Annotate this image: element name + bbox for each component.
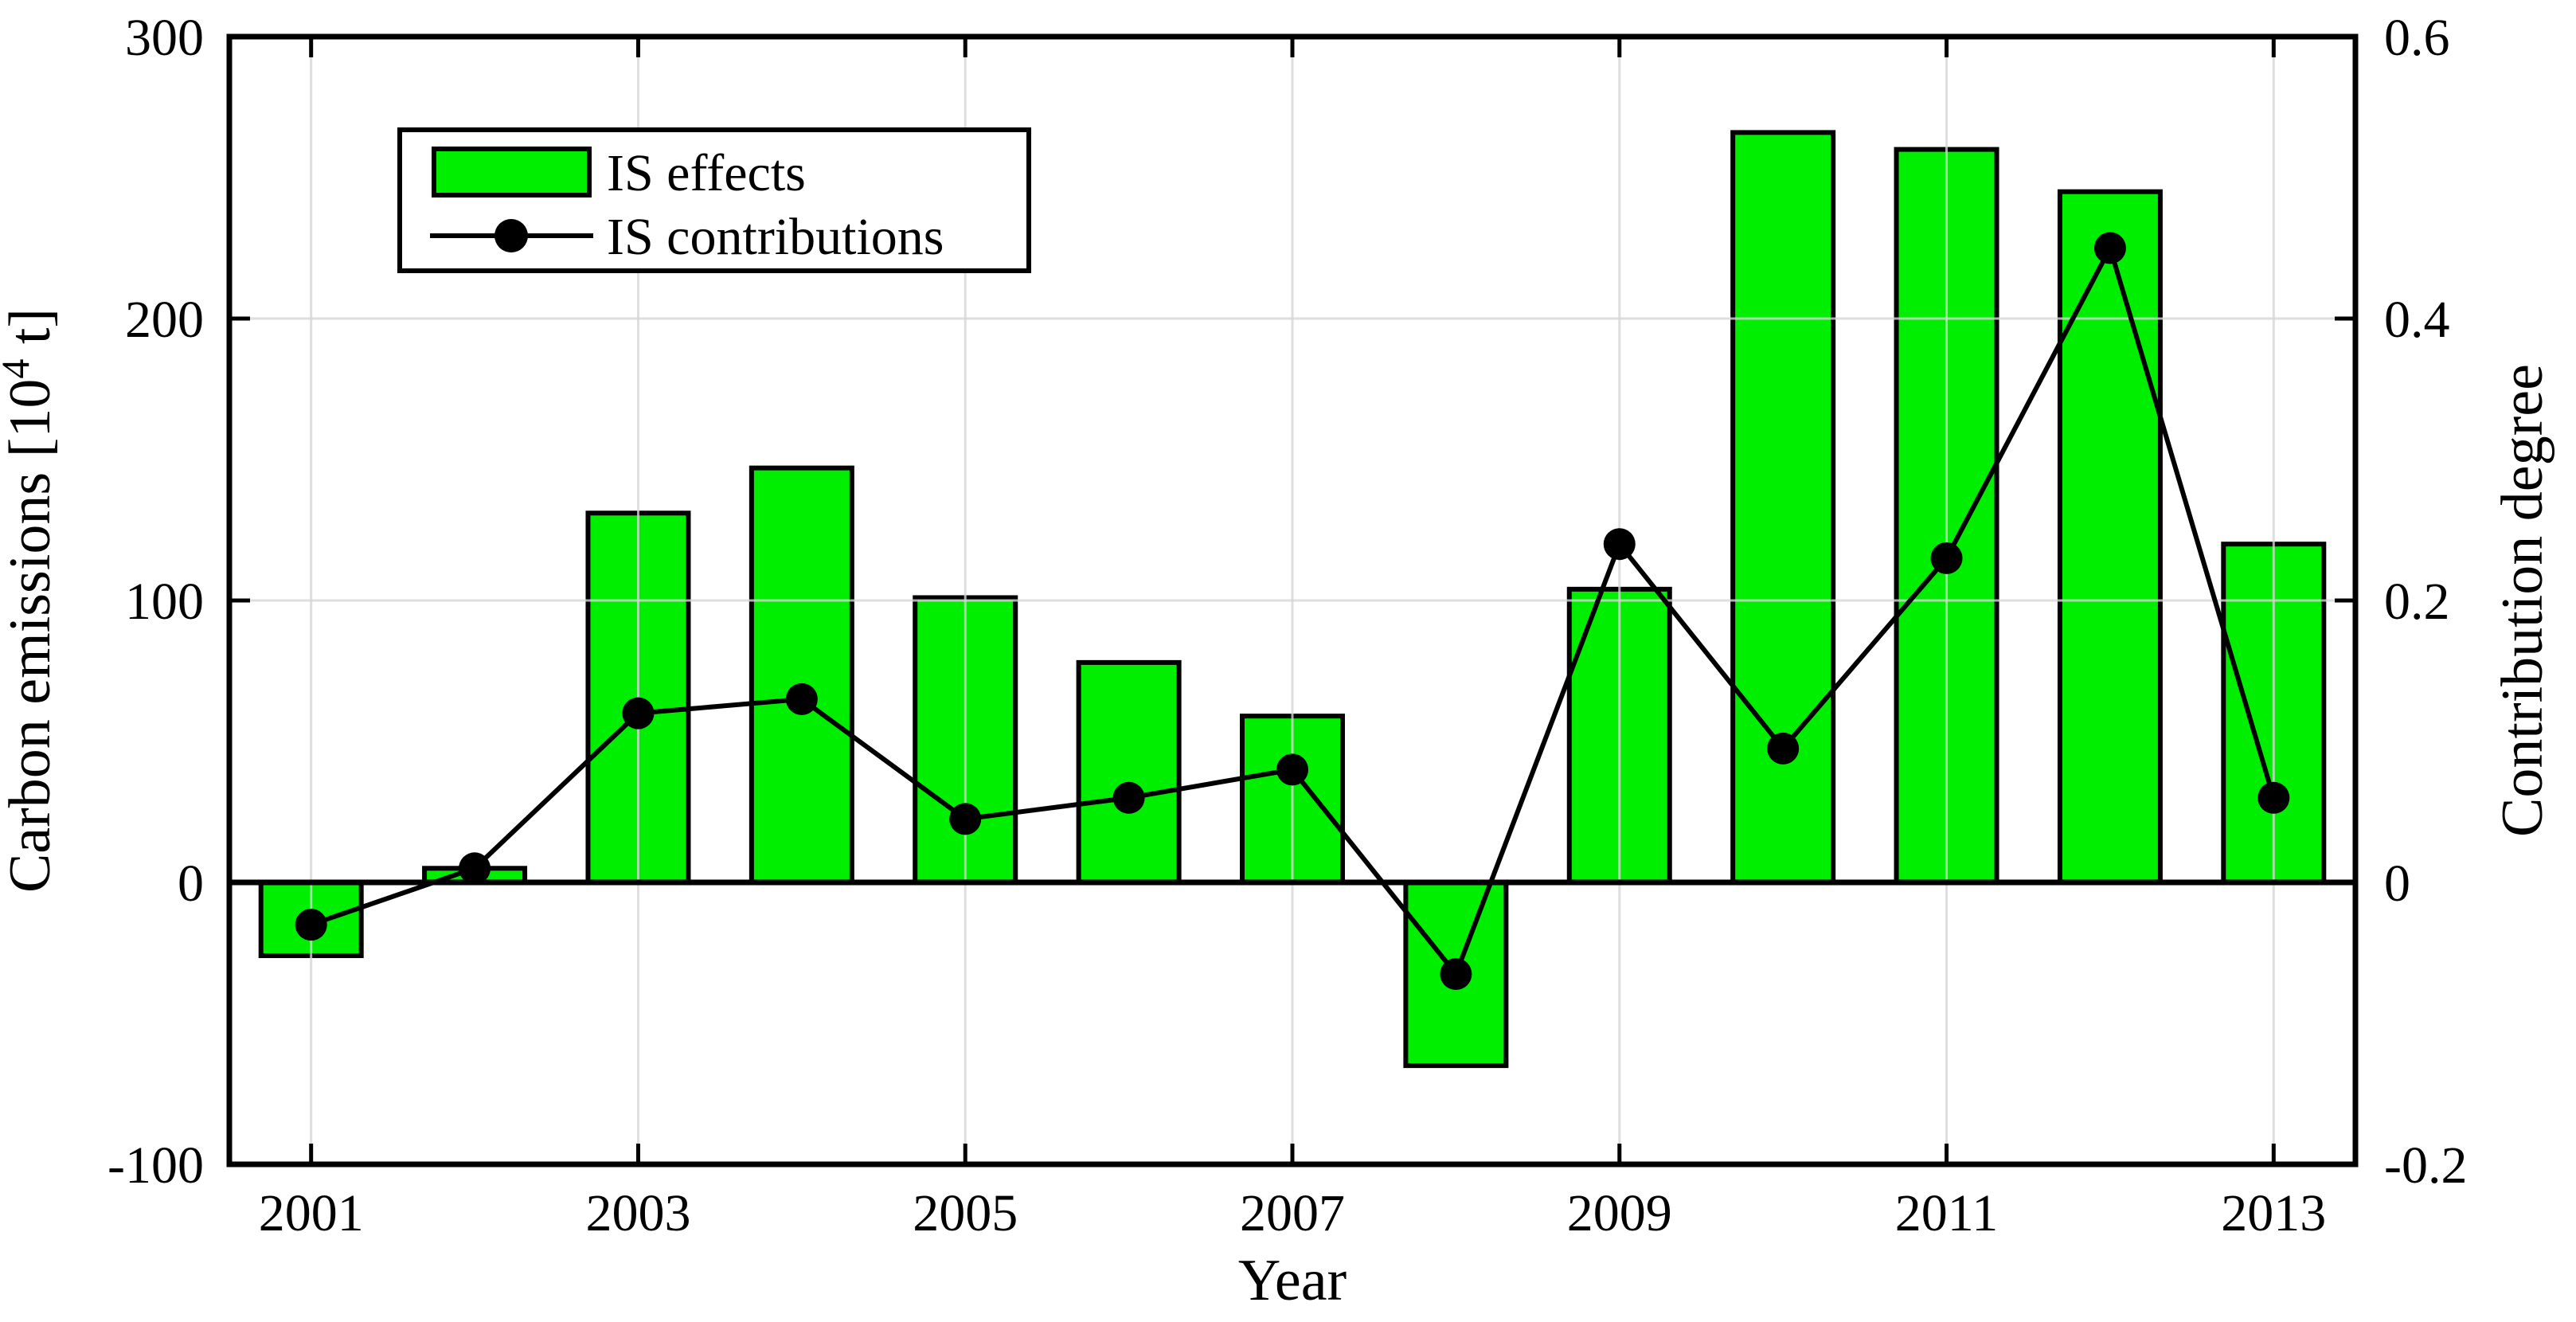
legend-label-is-effects: IS effects (607, 144, 806, 202)
y-left-tick-label-200: 200 (125, 291, 204, 349)
marker-2011 (1930, 542, 1963, 574)
legend: IS effects IS contributions (397, 127, 1031, 273)
y-right-tick-label-0: 0 (2384, 855, 2410, 913)
y-left-tick-label-100: 100 (125, 573, 204, 631)
marker-2009 (1603, 528, 1636, 561)
y-right-tick-label--0.2: -0.2 (2384, 1136, 2467, 1195)
y-left-label-superscript: 4 (0, 359, 37, 379)
marker-2005 (949, 803, 982, 835)
marker-2001 (295, 909, 327, 941)
x-tick-label-2013: 2013 (2221, 1184, 2326, 1242)
bar-2010 (1730, 130, 1836, 886)
x-tick-label-2005: 2005 (913, 1184, 1018, 1242)
legend-label-is-contributions: IS contributions (607, 208, 944, 266)
marker-2013 (2257, 781, 2290, 814)
x-tick-label-2007: 2007 (1240, 1184, 1345, 1242)
marker-2008 (1440, 958, 1472, 991)
marker-2010 (1767, 732, 1800, 765)
marker-2007 (1276, 753, 1308, 786)
legend-marker-circle-icon (494, 219, 528, 252)
bar-2012 (2057, 189, 2163, 885)
bar-2006 (1076, 659, 1182, 885)
x-tick-label-2003: 2003 (585, 1184, 690, 1242)
y-left-tick-label-0: 0 (178, 855, 204, 913)
y-axis-label-left: Carbon emissions [104 t] (0, 308, 63, 893)
y-left-label-prefix: Carbon emissions [10 (0, 379, 63, 893)
tick-labels: 2001 2003 2005 2007 2009 2011 2013 300 200 100 0 -1… (107, 9, 2467, 1242)
marker-2002 (459, 852, 491, 885)
y-left-label-suffix: t] (0, 308, 63, 359)
line-series-is-contributions (295, 232, 2290, 991)
marker-2012 (2093, 232, 2126, 264)
x-tick-label-2009: 2009 (1567, 1184, 1672, 1242)
y-right-tick-label-0.2: 0.2 (2384, 573, 2450, 631)
y-right-tick-label-0.4: 0.4 (2384, 291, 2450, 349)
bar-2004 (749, 465, 854, 885)
y-right-tick-label-0.6: 0.6 (2384, 9, 2450, 67)
x-axis-label: Year (1238, 1248, 1347, 1313)
x-tick-label-2011: 2011 (1895, 1184, 1999, 1242)
x-tick-label-2001: 2001 (259, 1184, 364, 1242)
y-axis-label-right: Contribution degree (2490, 364, 2555, 837)
marker-2004 (785, 683, 818, 715)
legend-bar-swatch-icon (432, 147, 592, 198)
y-left-tick-label-300: 300 (125, 9, 204, 67)
marker-2003 (622, 697, 655, 729)
y-left-tick-label--100: -100 (107, 1136, 204, 1195)
marker-2006 (1112, 781, 1145, 814)
tick-marks (229, 34, 2355, 1167)
